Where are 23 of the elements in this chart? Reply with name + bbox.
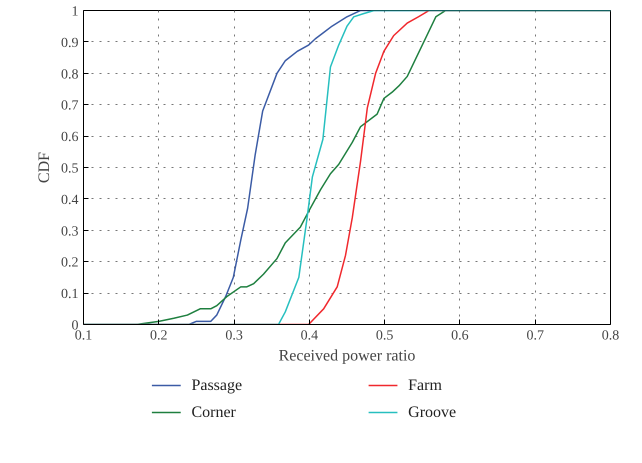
y-tick-label: 0.1 [61, 287, 78, 302]
x-tick-label: 0.6 [451, 328, 469, 344]
y-tick-label: 0.2 [61, 256, 78, 271]
y-tick-label: 0.7 [61, 98, 78, 114]
legend-label: Groove [408, 404, 456, 421]
y-tick-label: 0.3 [61, 224, 78, 240]
legend-label: Passage [191, 377, 242, 394]
x-tick-label: 0.8 [602, 328, 620, 344]
x-tick-label: 0.7 [526, 328, 544, 344]
x-axis-title: Received power ratio [278, 348, 416, 364]
y-tick-label: 0.8 [61, 67, 78, 82]
x-tick-label: 0.3 [225, 328, 243, 344]
x-tick-label: 0.5 [376, 328, 394, 344]
y-tick-label: 0.4 [61, 192, 78, 208]
y-tick-label: 0.6 [61, 130, 78, 146]
legend-label: Corner [191, 404, 237, 421]
legend-label: Farm [408, 377, 442, 394]
y-axis-title: CDF [36, 152, 53, 184]
y-tick-label: 1 [72, 4, 78, 20]
y-tick-label: 0.9 [61, 36, 78, 51]
y-tick-label: 0.5 [61, 162, 78, 176]
x-tick-label: 0.4 [300, 328, 318, 344]
x-tick-label: 0.2 [150, 328, 168, 344]
